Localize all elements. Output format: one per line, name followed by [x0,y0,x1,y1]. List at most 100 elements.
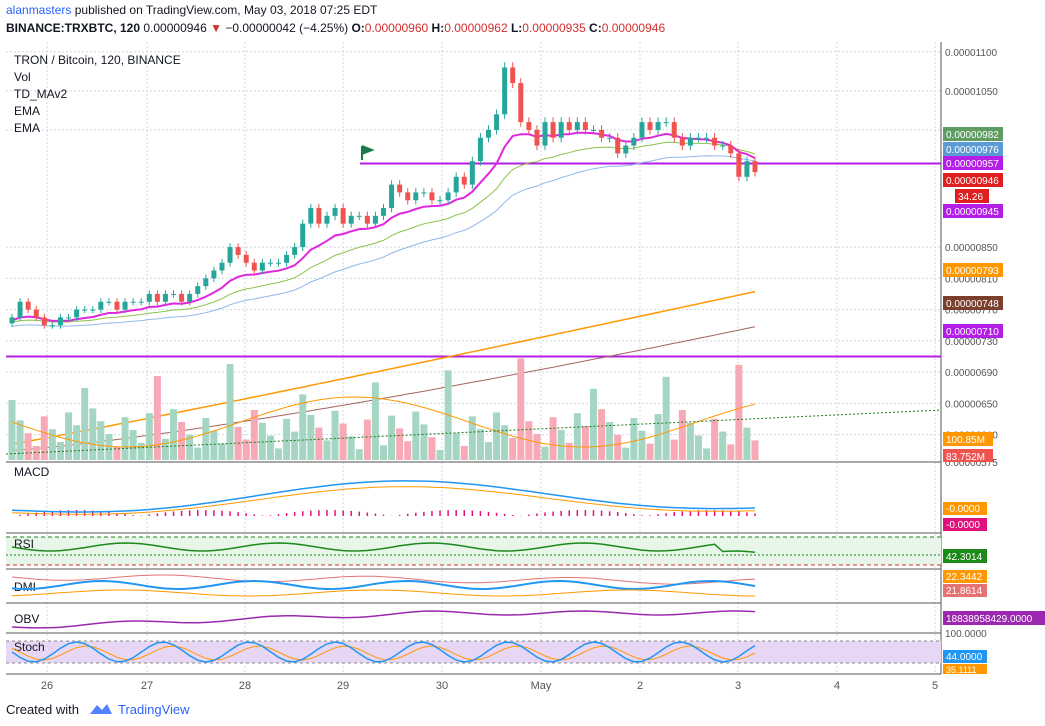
candle [720,140,726,151]
candle-body [647,122,653,130]
candle [33,305,39,321]
candle [647,117,653,135]
candle [17,298,23,321]
candle [154,290,160,306]
volume-bar [654,414,662,460]
flag-icon [361,145,375,160]
candle [316,203,322,228]
volume-bar [105,434,113,460]
candle-body [66,317,72,319]
dmi-plus-line [11,579,756,591]
candle [518,78,524,127]
x-tick-label: 3 [735,680,741,692]
y-tick-label: 0.00000810 [945,274,998,285]
legend-item: TRON / Bitcoin, 120, BINANCE [14,53,181,67]
candle [324,211,330,228]
volume-bar [614,434,622,460]
chart-header: alanmasters published on TradingView.com… [0,0,1045,38]
volume-bar [549,417,557,460]
candle [542,117,548,151]
candle [171,290,177,298]
y-tick-label: 0.00000850 [945,243,998,254]
dmi-minus-line [11,589,756,597]
volume-bar [694,435,702,460]
price-label-bg [943,156,1003,170]
candle [300,219,306,252]
candle-body [162,293,168,302]
pane-title-dmi: DMI [14,580,36,594]
ohlc-line: BINANCE:TRXBTC, 120 0.00000946 ▼ −0.0000… [6,21,665,35]
candle [138,298,144,306]
dmi-adx-line [11,574,756,585]
candle-body [106,301,112,303]
volume-bar [541,446,549,460]
candle-body [542,122,548,146]
volume-bar [420,424,428,460]
volume-bar [412,411,420,460]
legend-item: EMA [14,121,40,135]
candle [348,211,354,228]
candle-body [300,223,306,248]
candle-body [655,122,661,130]
legend-item: EMA [14,104,40,118]
candle-body [615,137,621,154]
candle-body [485,129,491,138]
x-tick-label: 29 [337,680,349,692]
candle [437,195,443,205]
volume-trend-line [5,409,942,455]
volume-bar [719,431,727,460]
chart-svg[interactable]: 0.000011000.000010500.000010000.00000850… [0,42,1045,694]
price-label-bg [943,142,1003,156]
candle-body [33,309,39,318]
price-label-bg [943,127,1003,141]
volume-bar [509,438,517,460]
volume-bar [81,388,89,460]
dmi-label-text: 22.3442 [946,572,983,583]
macd-signal-line [11,486,756,515]
candle [704,133,710,143]
tradingview-brand[interactable]: TradingView [118,702,190,717]
macd-label-bg [943,502,987,515]
volume-bar [218,443,226,460]
author-link[interactable]: alanmasters [6,3,72,17]
macd-line [11,480,756,513]
candle-body [171,293,177,295]
candle-body [332,208,338,216]
candle-body [227,247,233,263]
dmi-label-bg2 [943,584,987,597]
volume-bar [468,416,476,460]
tradingview-logo-icon[interactable] [88,700,114,718]
stoch-d-line [11,645,756,661]
candle [631,133,637,151]
rsi-line [11,542,756,554]
x-tick-label: 4 [834,680,840,692]
sma-blue-line [11,155,756,327]
candle-body [623,145,629,154]
stoch-d-label-text: 35.1111 [946,665,977,675]
close-label: C: [589,21,602,35]
candle-body [679,137,685,146]
chart-area[interactable]: 0.000011000.000010500.000010000.00000850… [0,42,1045,694]
volume-bar [137,442,145,460]
volume-bar [533,434,541,460]
candle [276,258,282,267]
y-tick-label: 0.00000650 [945,399,998,410]
volume-bar [161,438,169,460]
candle-body [582,122,588,130]
volume-bar [40,416,48,460]
price-label-text: 0.00000946 [946,176,999,187]
candle-body [41,317,47,326]
candle-body [284,254,290,263]
candle [381,203,386,221]
volume-bar [89,408,97,460]
candle-body [550,122,556,138]
candle [445,188,451,205]
candle [615,133,621,158]
candle [49,321,55,329]
candle-body [267,262,273,264]
volume-bar [113,446,121,460]
volume-bar [380,445,387,460]
candle [114,298,120,314]
candle-body [356,215,362,217]
open-value: 0.00000960 [364,21,429,35]
